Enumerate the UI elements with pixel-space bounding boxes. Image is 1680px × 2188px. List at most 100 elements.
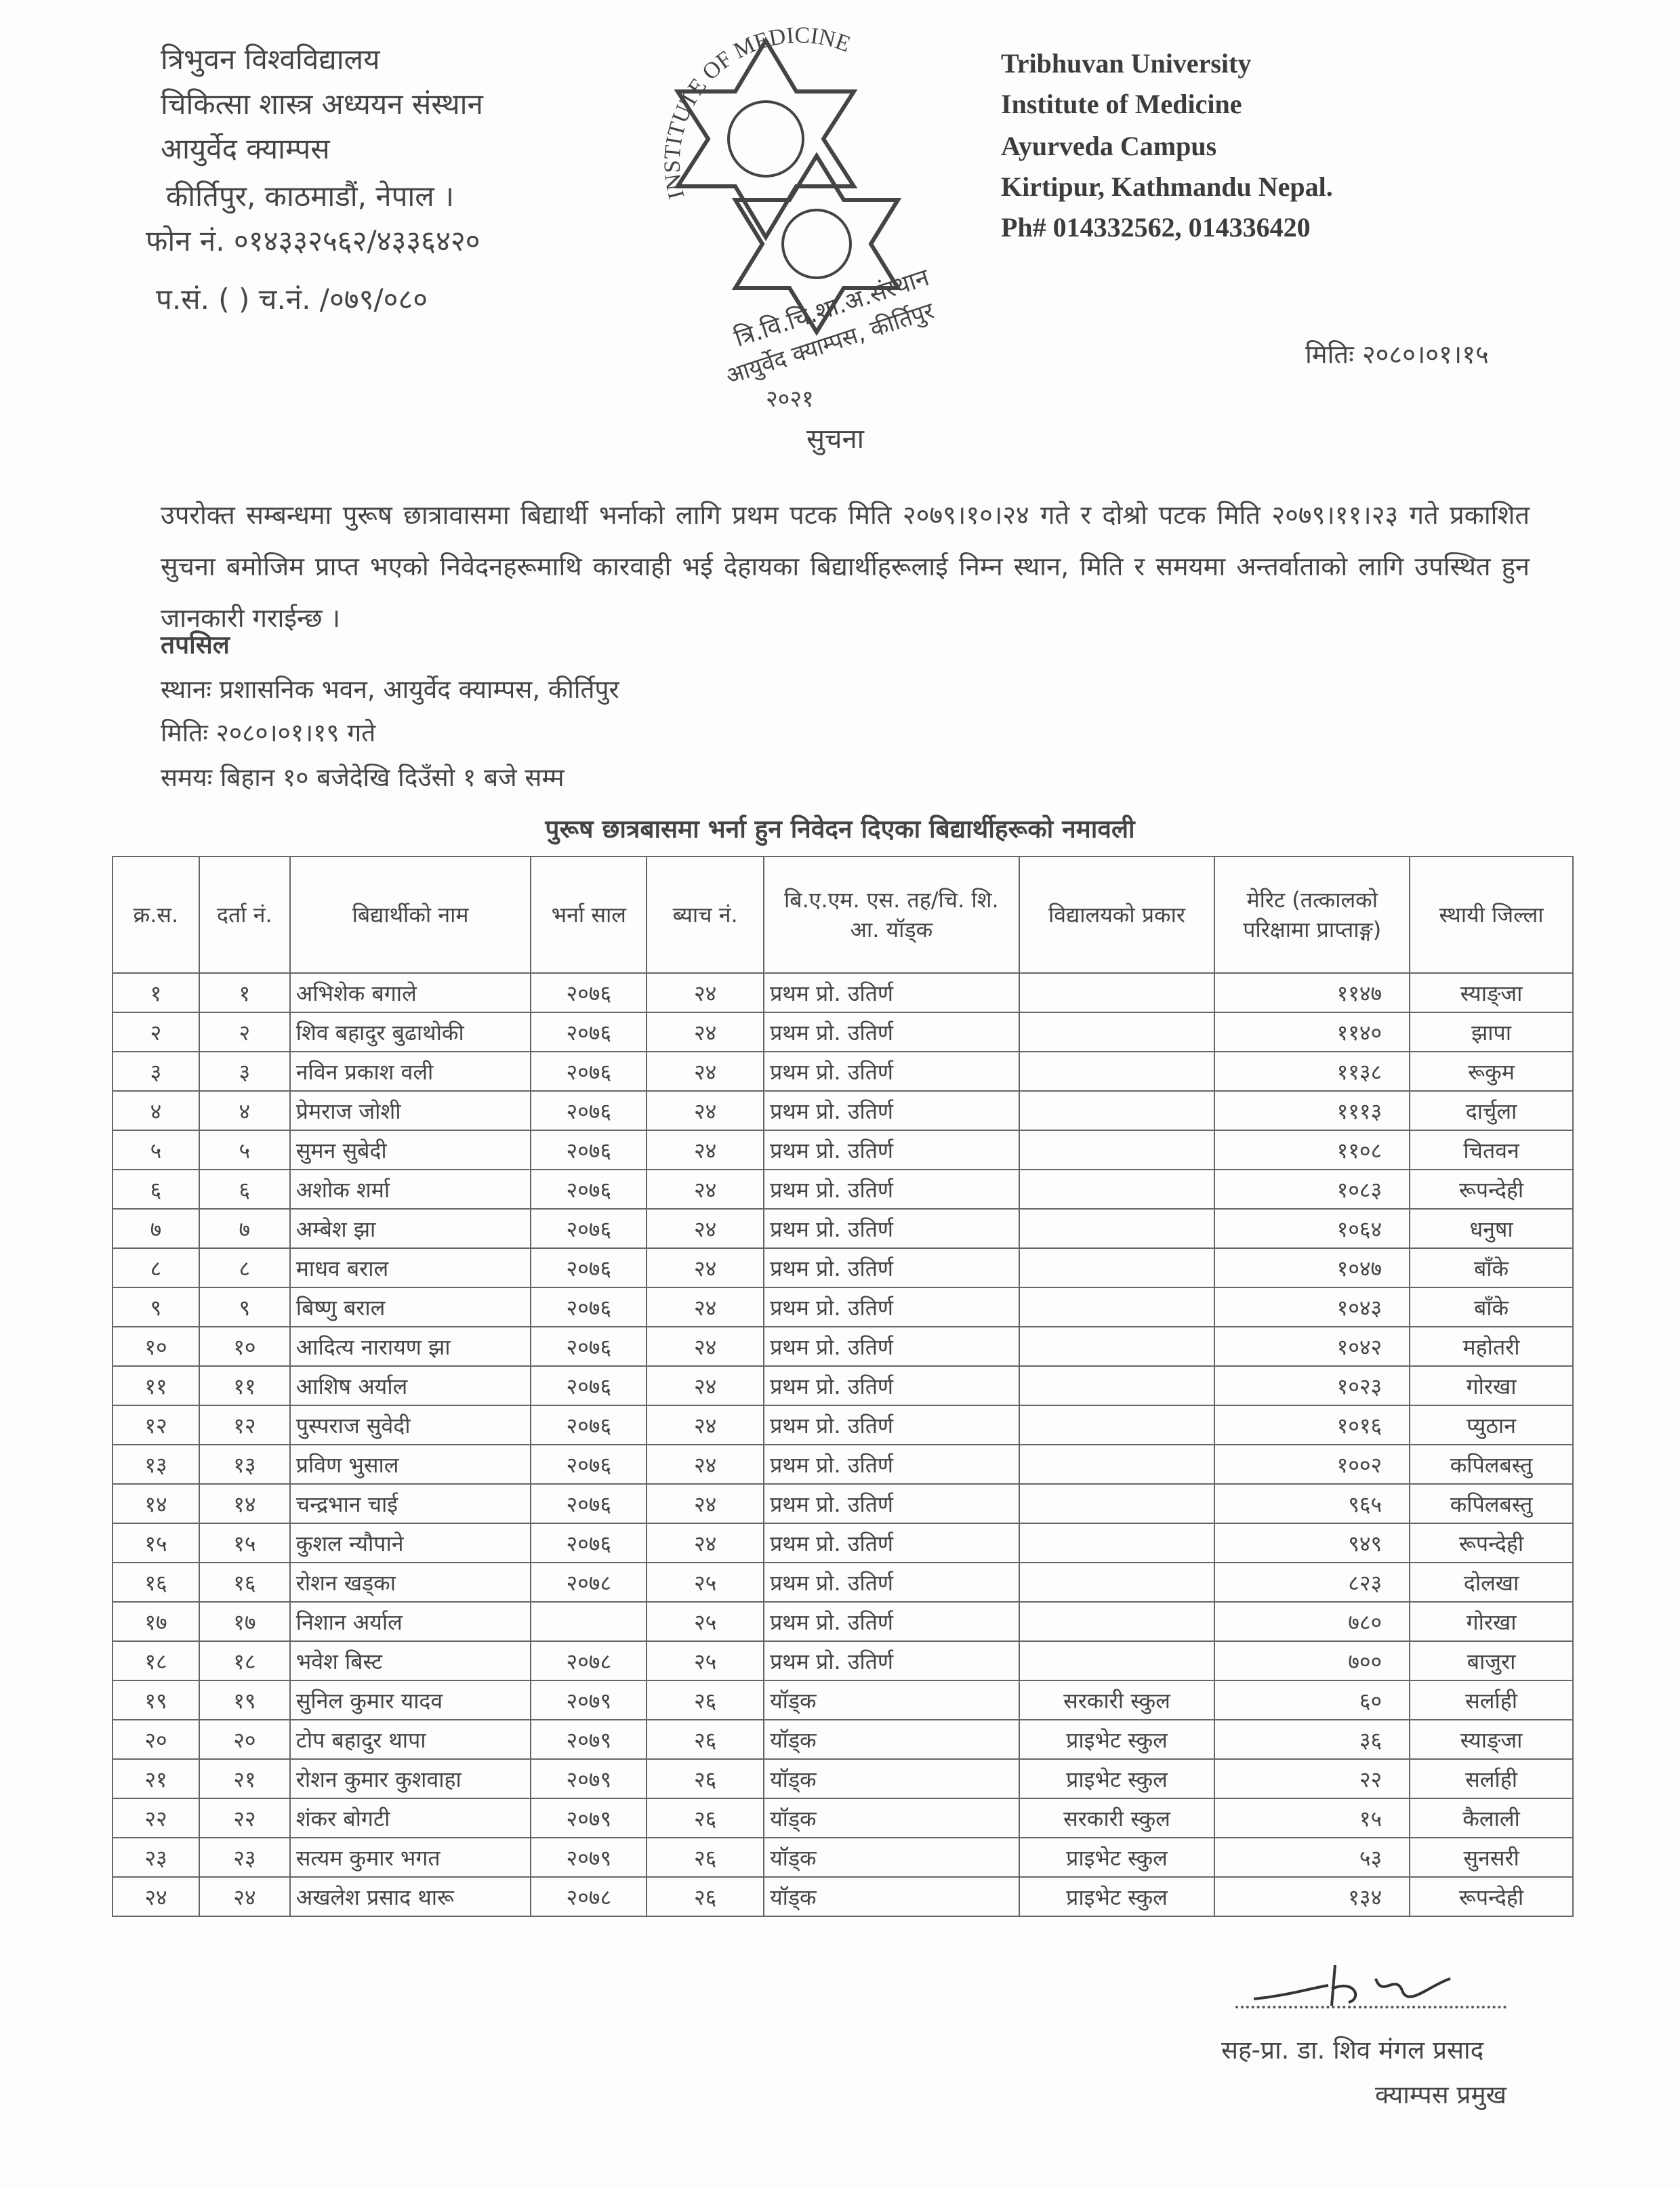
table-cell [1018,1640,1216,1681]
table-cell: प्रथम प्रो. उतिर्ण [763,1326,1020,1367]
table-row: २४ २४ अखलेश प्रसाद थारू २०७८ २६ यॉड्क प्राइभेट… [112,1876,1574,1917]
table-cell: १२ [112,1405,200,1445]
table-cell: २५ [646,1562,765,1603]
table-row: २३ २३ सत्यम कुमार भगत २०७९ २६ यॉड्क प्राइभेट स… [112,1837,1574,1878]
table-cell: झापा [1409,1012,1574,1052]
table-cell: आशिष अर्याल [289,1365,532,1406]
table-cell: टोप बहादुर थापा [289,1719,532,1760]
table-cell: अखलेश प्रसाद थारू [289,1876,532,1917]
table-cell: यॉड्क [763,1837,1020,1878]
table-cell: स्याङ्जा [1409,1719,1574,1760]
table-cell: ५ [112,1130,200,1170]
table-cell: १०६४ [1214,1208,1411,1249]
table-cell: यॉड्क [763,1798,1020,1838]
table-cell: २५ [646,1601,765,1642]
table-cell: २०७६ [530,1444,648,1485]
table-cell: १ [112,972,200,1013]
table-cell: ६ [198,1169,291,1210]
table-cell: ९६५ [1214,1483,1411,1524]
table-cell: प्रथम प्रो. उतिर्ण [763,1090,1020,1131]
table-cell: रूकुम [1409,1051,1574,1092]
table-cell: २६ [646,1758,765,1799]
table-cell: ५ [198,1130,291,1170]
table-cell: २०७६ [530,1365,648,1406]
table-row: १५ १५ कुशल न्यौपाने २०७६ २४ प्रथम प्रो. उतिर्… [112,1523,1574,1563]
table-cell [1018,1562,1216,1603]
table-row: १८ १८ भवेश बिस्ट २०७८ २५ प्रथम प्रो. उतिर्ण ७०… [112,1640,1574,1681]
header-right-line2: Institute of Medicine [1001,89,1242,119]
table-cell: प्रथम प्रो. उतिर्ण [763,1523,1020,1563]
table-cell [1018,1208,1216,1249]
column-header: मेरिट (तत्कालको परिक्षामा प्राप्ताङ्ग) [1214,856,1411,974]
table-cell: २१ [198,1758,291,1799]
table-cell: शिव बहादुर बुढाथोकी [289,1012,532,1052]
table-cell: २०७६ [530,1208,648,1249]
table-cell: अशोक शर्मा [289,1169,532,1210]
table-title: पुरूष छात्रबासमा भर्ना हुन निवेदन दिएका … [545,814,1135,844]
table-cell: ६० [1214,1680,1411,1720]
table-row: ५ ५ सुमन सुबेदी २०७६ २४ प्रथम प्रो. उतिर्ण ११०… [112,1130,1574,1170]
table-cell: चितवन [1409,1130,1574,1170]
table-cell: यॉड्क [763,1876,1020,1917]
table-row: १७ १७ निशान अर्याल २५ प्रथम प्रो. उतिर्ण ७८० ग… [112,1601,1574,1642]
table-cell: २४ [646,1523,765,1563]
table-cell [1018,1130,1216,1170]
table-cell: सुनिल कुमार यादव [289,1680,532,1720]
table-cell: २ [198,1012,291,1052]
table-cell: १३४ [1214,1876,1411,1917]
table-cell: प्रथम प्रो. उतिर्ण [763,1640,1020,1681]
table-row: १६ १६ रोशन खड्का २०७८ २५ प्रथम प्रो. उतिर्ण ८२… [112,1562,1574,1603]
table-cell: बाँके [1409,1247,1574,1288]
table-cell: १ [198,972,291,1013]
signatory-title: क्याम्पस प्रमुख [1375,2080,1507,2109]
table-cell: ११०८ [1214,1130,1411,1170]
signature-mark [1247,1958,1471,2015]
table-cell: २०७९ [530,1719,648,1760]
table-cell: कुशल न्यौपाने [289,1523,532,1563]
table-cell: प्रथम प्रो. उतिर्ण [763,1051,1020,1092]
table-cell: ७०० [1214,1640,1411,1681]
table-cell: ११ [112,1365,200,1406]
details-date: मितिः २०८०।०१।१९ गते [161,718,376,747]
table-cell: २४ [646,1012,765,1052]
table-cell: २ [112,1012,200,1052]
table-cell: प्रथम प्रो. उतिर्ण [763,1247,1020,1288]
table-cell: २०७८ [530,1640,648,1681]
table-cell: २०७९ [530,1837,648,1878]
table-cell: २०७६ [530,1483,648,1524]
table-cell: प्रथम प्रो. उतिर्ण [763,1130,1020,1170]
table-cell: सुमन सुबेदी [289,1130,532,1170]
table-cell: ८ [198,1247,291,1288]
header-right-line4: Kirtipur, Kathmandu Nepal. [1001,171,1333,202]
table-row: २० २० टोप बहादुर थापा २०७९ २६ यॉड्क प्राइभेट स… [112,1719,1574,1760]
table-cell: प्रथम प्रो. उतिर्ण [763,1405,1020,1445]
table-cell: प्युठान [1409,1405,1574,1445]
table-row: ११ ११ आशिष अर्याल २०७६ २४ प्रथम प्रो. उतिर्ण १… [112,1365,1574,1406]
table-cell: प्राइभेट स्कुल [1018,1719,1216,1760]
table-cell: सर्लाही [1409,1680,1574,1720]
table-cell: १०२३ [1214,1365,1411,1406]
table-cell: १०४३ [1214,1287,1411,1327]
table-cell: १७ [198,1601,291,1642]
table-cell: २४ [646,1444,765,1485]
table-row: ८ ८ माधव बराल २०७६ २४ प्रथम प्रो. उतिर्ण १०४७ ब… [112,1247,1574,1288]
table-cell: २०७९ [530,1798,648,1838]
table-cell: ८२३ [1214,1562,1411,1603]
table-cell: यॉड्क [763,1680,1020,1720]
table-cell: गोरखा [1409,1601,1574,1642]
table-row: ९ ९ बिष्णु बराल २०७६ २४ प्रथम प्रो. उतिर्ण १०४… [112,1287,1574,1327]
header-right-phone: Ph# 014332562, 014336420 [1001,212,1311,243]
details-time: समयः बिहान १० बजेदेखि दिउँसो १ बजे सम्म [161,763,565,792]
table-cell: २०७६ [530,1326,648,1367]
signature-line [1235,2006,1507,2008]
header-left-line3: आयुर्वेद क्याम्पस [161,132,330,165]
table-cell: आदित्य नारायण झा [289,1326,532,1367]
table-cell: प्राइभेट स्कुल [1018,1758,1216,1799]
table-cell: २४ [646,1130,765,1170]
table-cell: कपिलबस्तु [1409,1444,1574,1485]
header-left-line1: त्रिभुवन विश्वविद्यालय [161,43,380,76]
table-cell: प्रविण भुसाल [289,1444,532,1485]
table-row: २२ २२ शंकर बोगटी २०७९ २६ यॉड्क सरकारी स्कुल १५ क… [112,1798,1574,1838]
table-cell: बाँके [1409,1287,1574,1327]
table-cell: ४ [112,1090,200,1131]
